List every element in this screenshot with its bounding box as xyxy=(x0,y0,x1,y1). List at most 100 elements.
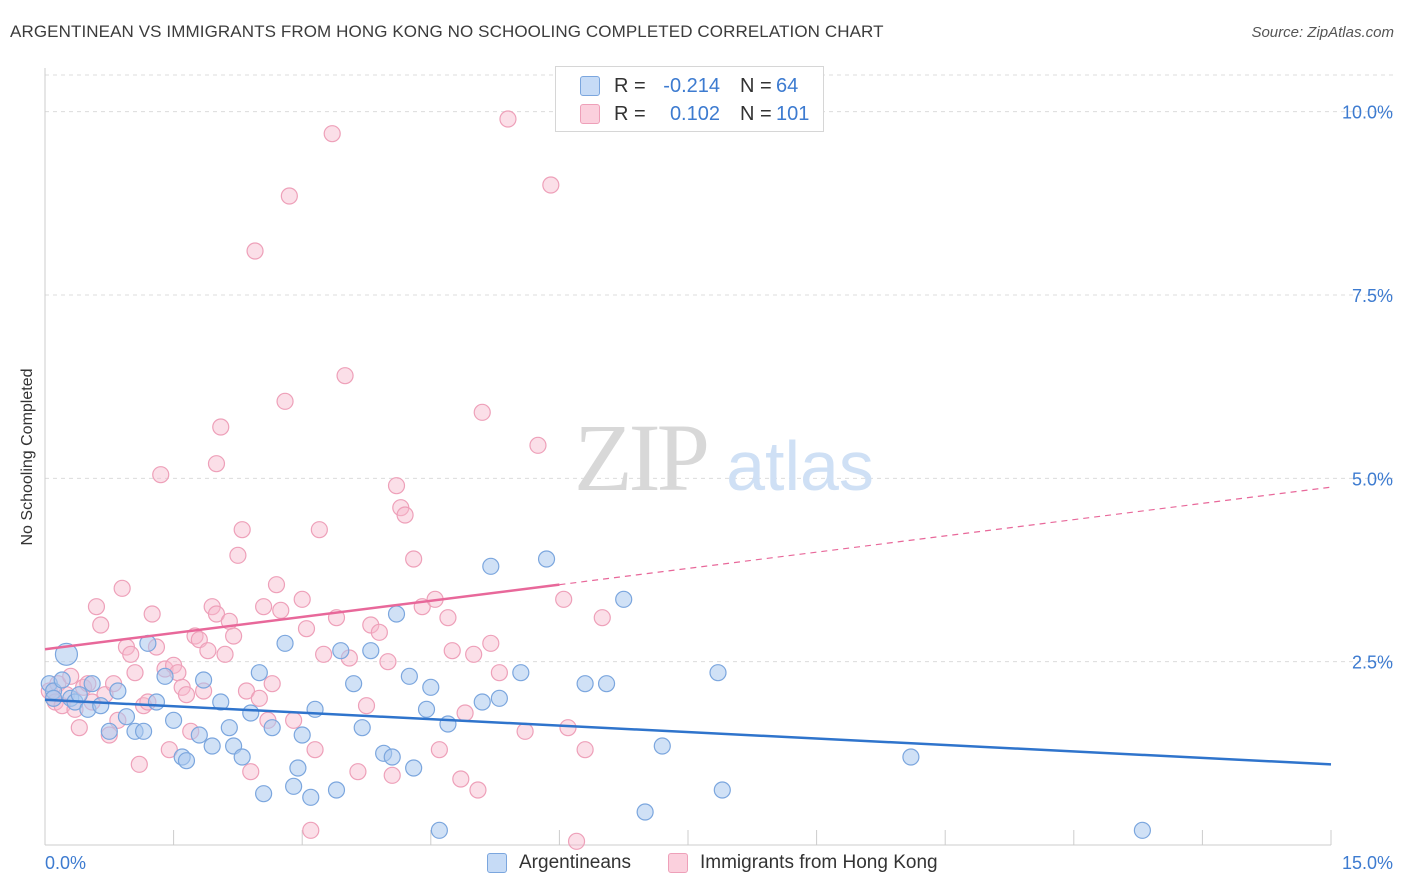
point-hong-kong xyxy=(152,466,170,484)
point-argentineans xyxy=(156,667,174,685)
point-argentineans xyxy=(902,748,920,766)
point-hong-kong xyxy=(387,477,406,495)
point-argentineans xyxy=(417,700,436,718)
point-hong-kong xyxy=(160,741,178,759)
point-hong-kong xyxy=(242,763,260,781)
r-value: -0.214 xyxy=(663,74,720,97)
point-hong-kong xyxy=(336,367,354,385)
x-tick-label-max: 15.0% xyxy=(1342,853,1393,873)
point-hong-kong xyxy=(267,576,286,594)
point-hong-kong xyxy=(456,704,474,722)
point-hong-kong xyxy=(482,634,500,652)
legend-swatch-pink xyxy=(580,104,600,124)
point-hong-kong xyxy=(396,506,414,524)
point-argentineans xyxy=(92,697,110,715)
point-hong-kong xyxy=(233,521,251,539)
point-argentineans xyxy=(430,821,448,839)
point-argentineans xyxy=(383,748,401,766)
point-hong-kong xyxy=(237,682,256,700)
point-hong-kong xyxy=(70,719,88,737)
point-hong-kong xyxy=(469,781,487,799)
point-hong-kong xyxy=(405,550,423,568)
n-value: 64 xyxy=(776,74,799,97)
trend-line-hong-kong-extension xyxy=(559,486,1332,586)
point-hong-kong xyxy=(542,176,560,194)
point-argentineans xyxy=(345,675,363,693)
point-hong-kong xyxy=(349,763,367,781)
point-hong-kong xyxy=(529,436,547,454)
point-argentineans xyxy=(597,675,616,693)
point-argentineans xyxy=(83,675,101,693)
point-argentineans xyxy=(302,788,320,806)
legend-swatch-pink xyxy=(668,853,688,873)
x-tick-label-min: 0.0% xyxy=(45,853,86,873)
point-hong-kong xyxy=(473,403,491,421)
legend-item-hong-kong[interactable]: Immigrants from Hong Kong xyxy=(668,852,938,874)
point-argentineans xyxy=(422,678,440,696)
point-argentineans xyxy=(576,675,594,693)
source-credit: Source: ZipAtlas.com xyxy=(1251,24,1394,41)
axis-layer xyxy=(44,68,1332,846)
point-argentineans xyxy=(233,748,251,766)
point-hong-kong xyxy=(122,645,140,663)
point-argentineans xyxy=(203,737,221,755)
series-argentineans-points xyxy=(40,550,1151,839)
point-argentineans xyxy=(117,708,136,726)
series-hong-kong-points xyxy=(40,110,611,850)
point-hong-kong xyxy=(370,623,388,641)
point-hong-kong xyxy=(177,686,196,704)
point-hong-kong xyxy=(302,821,320,839)
point-argentineans xyxy=(250,664,268,682)
y-tick-label: 5.0% xyxy=(1352,469,1393,489)
point-hong-kong xyxy=(559,719,577,737)
trend-line-hong-kong xyxy=(44,583,560,651)
point-hong-kong xyxy=(126,664,144,682)
legend-label: Argentineans xyxy=(519,852,631,873)
point-argentineans xyxy=(439,715,457,733)
n-label: N = xyxy=(740,74,772,97)
point-argentineans xyxy=(327,781,346,799)
grid-layer xyxy=(45,74,1395,663)
point-hong-kong xyxy=(465,645,483,663)
series-legend: Argentineans Immigrants from Hong Kong xyxy=(0,850,1406,880)
point-argentineans xyxy=(276,634,294,652)
point-hong-kong xyxy=(246,242,264,260)
point-argentineans xyxy=(255,785,273,803)
tick-labels: 2.5% 5.0% 7.5% 10.0% 0.0% 15.0% xyxy=(45,103,1393,873)
legend-item-argentineans[interactable]: Argentineans xyxy=(487,852,631,874)
point-argentineans xyxy=(332,642,350,660)
watermark: ZIP atlas xyxy=(574,404,874,511)
point-argentineans xyxy=(109,682,127,700)
point-argentineans xyxy=(387,605,406,623)
point-argentineans xyxy=(54,642,79,666)
trend-lines xyxy=(44,486,1332,766)
point-argentineans xyxy=(100,722,118,740)
point-argentineans xyxy=(212,693,230,711)
legend-label: Immigrants from Hong Kong xyxy=(700,852,938,873)
point-hong-kong xyxy=(229,546,247,564)
r-value: 0.102 xyxy=(669,102,720,125)
point-hong-kong xyxy=(306,741,324,759)
point-hong-kong xyxy=(285,711,303,729)
point-argentineans xyxy=(636,803,654,821)
n-label: N = xyxy=(740,102,772,125)
point-argentineans xyxy=(653,737,671,755)
point-hong-kong xyxy=(276,392,294,410)
point-argentineans xyxy=(482,557,500,575)
point-hong-kong xyxy=(113,579,131,597)
point-argentineans xyxy=(405,759,423,777)
point-hong-kong xyxy=(225,627,243,645)
point-argentineans xyxy=(353,719,371,737)
r-label: R = xyxy=(614,102,646,125)
chart-title: ARGENTINEAN VS IMMIGRANTS FROM HONG KONG… xyxy=(10,22,884,41)
watermark-atlas: atlas xyxy=(726,427,874,505)
point-hong-kong xyxy=(255,598,273,616)
point-hong-kong xyxy=(250,689,268,707)
point-hong-kong xyxy=(576,741,594,759)
point-hong-kong xyxy=(199,642,217,660)
point-hong-kong xyxy=(92,616,110,634)
point-hong-kong xyxy=(516,722,534,740)
point-hong-kong xyxy=(297,620,316,638)
point-hong-kong xyxy=(443,642,461,660)
